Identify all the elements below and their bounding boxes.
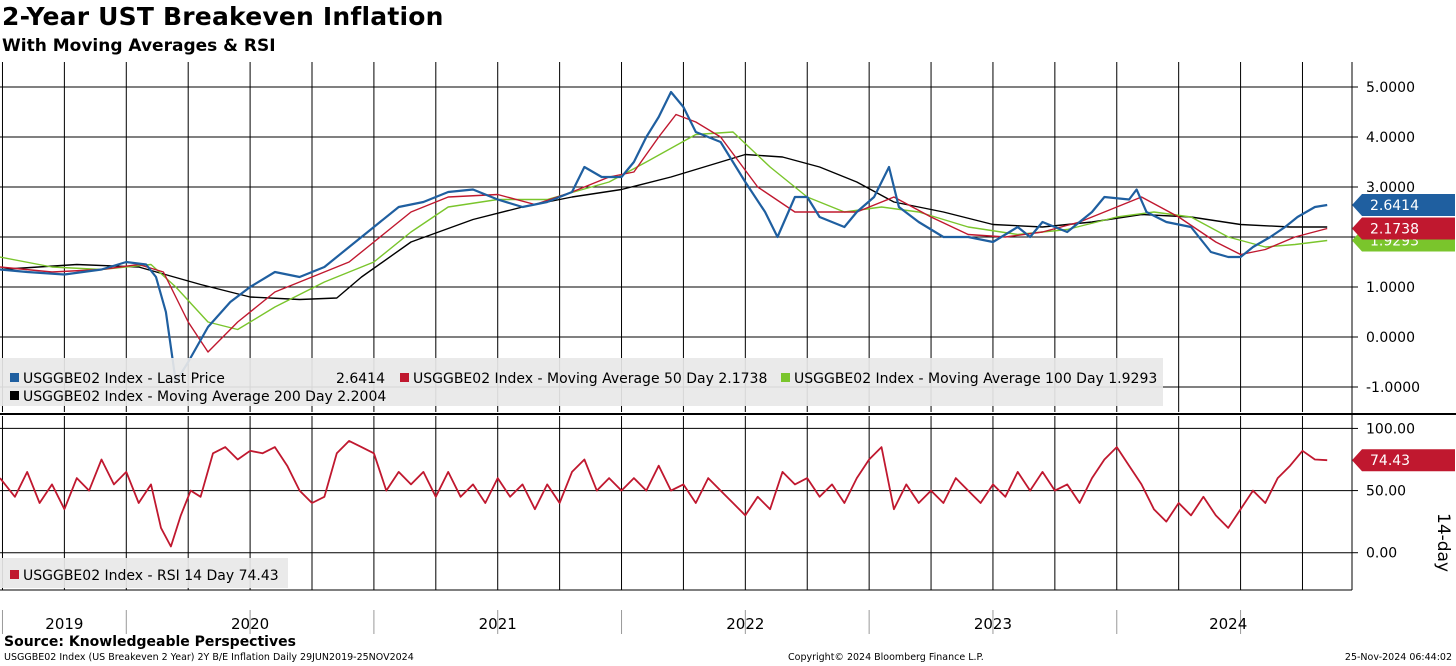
- badge-label: 2.1738: [1370, 222, 1419, 238]
- footer-center: Copyright© 2024 Bloomberg Finance L.P.: [788, 652, 984, 663]
- legend-swatch: [10, 391, 19, 400]
- series-line-ma200: [0, 153, 1328, 301]
- legend-value: 2.6414: [336, 371, 385, 387]
- legend-label: USGGBE02 Index - Last Price: [23, 371, 225, 387]
- legend-label: USGGBE02 Index - Moving Average 50 Day 2…: [413, 371, 767, 387]
- grid: [0, 62, 1352, 590]
- y-tick-label: -1.0000: [1366, 380, 1420, 396]
- series-layer: [0, 90, 1328, 548]
- legend-swatch: [781, 373, 790, 382]
- series-line-ma100: [0, 131, 1328, 331]
- y-tick-label: 100.00: [1366, 421, 1415, 437]
- series-line-ma50: [0, 113, 1328, 353]
- y-tick-label: 5.0000: [1366, 80, 1415, 96]
- x-tick-label: 2024: [1209, 615, 1247, 633]
- legend-swatch: [10, 373, 19, 382]
- y-tick-label: 1.0000: [1366, 280, 1415, 296]
- axes: 5.00004.00003.00002.00001.00000.0000-1.0…: [0, 62, 1456, 634]
- legend-box: [0, 558, 288, 588]
- badge-shape: [1352, 194, 1455, 216]
- legend-label: USGGBE02 Index - Moving Average 100 Day …: [794, 371, 1157, 387]
- badge-ma50: 2.1738: [1352, 217, 1455, 240]
- y-tick-label: 4.0000: [1366, 130, 1415, 146]
- series-line-rsi: [0, 440, 1328, 548]
- footer-left: USGGBE02 Index (US Breakeven 2 Year) 2Y …: [4, 652, 414, 663]
- legend-box: [0, 358, 1163, 406]
- legend-swatch: [400, 373, 409, 382]
- x-tick-label: 2019: [45, 615, 83, 633]
- legend-label: USGGBE02 Index - Moving Average 200 Day …: [23, 389, 386, 405]
- series-line-last_price: [0, 90, 1328, 384]
- badge-rsi: 74.43: [1352, 449, 1455, 472]
- x-tick-label: 2022: [726, 615, 764, 633]
- legend-label: USGGBE02 Index - RSI 14 Day 74.43: [23, 568, 279, 584]
- badge-label: 2.6414: [1370, 198, 1419, 214]
- badge-last-price: 2.6414: [1352, 194, 1455, 216]
- x-tick-label: 2020: [231, 615, 269, 633]
- y-tick-label: 0.0000: [1366, 330, 1415, 346]
- y-tick-label: 50.00: [1366, 484, 1406, 500]
- badge-shape: [1352, 449, 1455, 472]
- page-title: 2-Year UST Breakeven Inflation: [2, 2, 444, 31]
- legend: USGGBE02 Index - Last Price 2.6414 USGGBE0…: [0, 358, 1163, 588]
- badge-label: 74.43: [1370, 453, 1410, 469]
- badge-shape: [1352, 217, 1455, 240]
- y-tick-label: 3.0000: [1366, 180, 1415, 196]
- footer-right: 25-Nov-2024 06:44:02: [1344, 652, 1452, 663]
- x-tick-label: 2023: [974, 615, 1012, 633]
- y-tick-label: 0.00: [1366, 546, 1397, 562]
- page-subtitle: With Moving Averages & RSI: [2, 36, 276, 56]
- source-note: Source: Knowledgeable Perspectives: [4, 634, 296, 650]
- legend-swatch: [10, 570, 19, 579]
- rsi-axis-label: 14-day: [1433, 513, 1453, 572]
- x-tick-label: 2021: [479, 615, 517, 633]
